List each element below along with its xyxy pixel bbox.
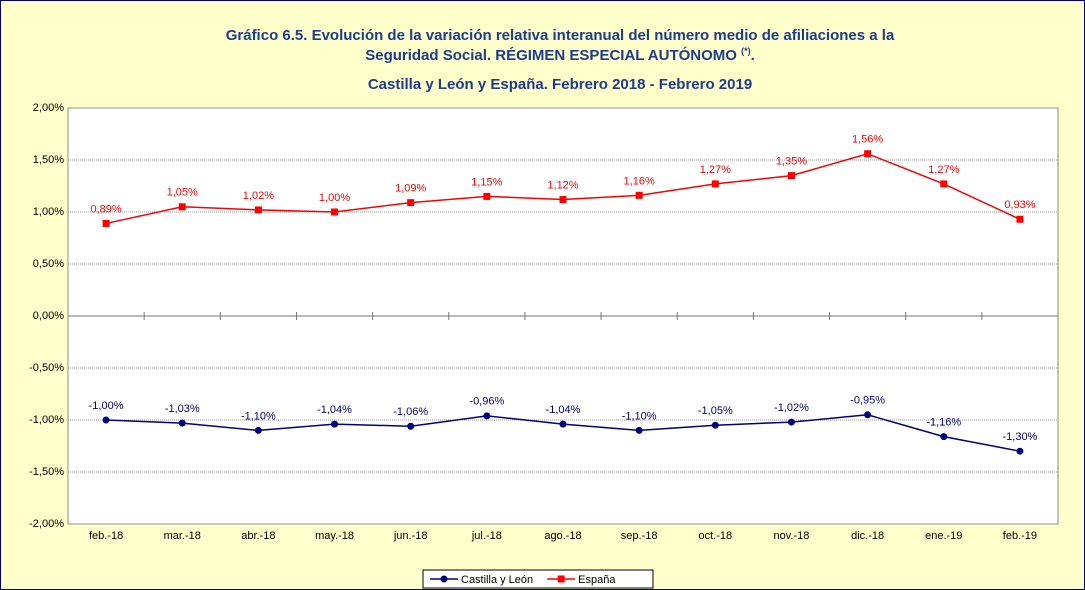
data-point <box>483 192 491 200</box>
x-tick-label: mar.-18 <box>164 530 201 542</box>
x-tick-label: feb.-19 <box>1003 530 1037 542</box>
data-point <box>407 199 415 207</box>
value-label: 1,16% <box>624 175 655 187</box>
data-point <box>864 150 872 158</box>
value-label: -1,04% <box>546 404 581 416</box>
value-label: 1,02% <box>243 190 274 202</box>
value-label: -1,10% <box>241 410 276 422</box>
y-tick-label: 0,50% <box>33 258 64 270</box>
value-label: -1,30% <box>1002 431 1037 443</box>
data-point <box>331 208 339 216</box>
x-tick-label: ago.-18 <box>544 530 581 542</box>
legend-marker <box>440 575 448 583</box>
y-tick-label: -2,00% <box>29 518 64 530</box>
y-tick-label: 0,00% <box>33 310 64 322</box>
value-label: 1,56% <box>852 134 883 146</box>
title-note: (*) <box>741 46 751 56</box>
data-point <box>178 419 186 427</box>
value-label: -0,95% <box>850 395 885 407</box>
value-label: -1,04% <box>317 404 352 416</box>
chart-title: Seguridad Social. RÉGIMEN ESPECIAL AUTÓN… <box>365 46 737 64</box>
value-label: 1,05% <box>167 187 198 199</box>
value-label: 1,35% <box>776 156 807 168</box>
data-point <box>711 180 719 188</box>
chart-title: Gráfico 6.5. Evolución de la variación r… <box>226 27 895 44</box>
x-tick-label: sep.-18 <box>621 530 658 542</box>
data-point <box>787 172 795 180</box>
legend: Castilla y León España <box>422 569 654 589</box>
x-tick-label: ene.-19 <box>925 530 962 542</box>
chart-subtitle: Castilla y León y España. Febrero 2018 -… <box>368 76 752 93</box>
y-tick-label: -1,00% <box>29 414 64 426</box>
data-point <box>787 418 795 426</box>
data-point <box>635 426 643 434</box>
y-tick-label: 1,50% <box>33 154 64 166</box>
value-label: 1,15% <box>471 176 502 188</box>
data-point <box>1016 215 1024 223</box>
data-point <box>711 421 719 429</box>
x-tick-label: abr.-18 <box>241 530 275 542</box>
x-tick-label: may.-18 <box>315 530 354 542</box>
x-tick-label: nov.-18 <box>774 530 810 542</box>
data-point <box>254 426 262 434</box>
y-tick-label: -1,50% <box>29 466 64 478</box>
data-point <box>940 180 948 188</box>
value-label: 0,93% <box>1004 199 1035 211</box>
value-label: -1,00% <box>89 400 124 412</box>
value-label: -1,02% <box>774 402 809 414</box>
value-label: -1,03% <box>165 403 200 415</box>
value-label: -1,05% <box>698 405 733 417</box>
y-tick-label: 1,00% <box>33 206 64 218</box>
x-tick-label: jul.-18 <box>471 530 502 542</box>
data-point <box>331 420 339 428</box>
y-tick-label: 2,00% <box>33 102 64 114</box>
x-tick-label: jun.-18 <box>393 530 428 542</box>
x-tick-label: oct.-18 <box>698 530 732 542</box>
data-point <box>102 219 110 227</box>
value-label: 0,89% <box>90 203 121 215</box>
data-point <box>102 416 110 424</box>
value-label: -1,16% <box>926 417 961 429</box>
legend-label: España <box>578 574 616 586</box>
y-tick-label: -0,50% <box>29 362 64 374</box>
value-label: -1,06% <box>393 406 428 418</box>
data-point <box>254 206 262 214</box>
legend-label: Castilla y León <box>461 574 533 586</box>
data-point <box>864 411 872 419</box>
data-point <box>407 422 415 430</box>
data-point <box>1016 447 1024 455</box>
value-label: -0,96% <box>469 396 504 408</box>
value-label: 1,00% <box>319 192 350 204</box>
legend-marker <box>557 575 565 583</box>
value-label: 1,27% <box>700 164 731 176</box>
data-point <box>483 412 491 420</box>
value-label: 1,12% <box>547 179 578 191</box>
data-point <box>559 420 567 428</box>
value-label: 1,09% <box>395 183 426 195</box>
value-label: 1,27% <box>928 164 959 176</box>
title-end: . <box>751 47 755 64</box>
data-point <box>635 191 643 199</box>
data-point <box>559 196 567 204</box>
legend-box <box>422 569 654 589</box>
value-label: -1,10% <box>622 410 657 422</box>
chart-title: Seguridad Social. RÉGIMEN ESPECIAL AUTÓN… <box>365 46 755 64</box>
x-tick-label: feb.-18 <box>89 530 123 542</box>
x-tick-label: dic.-18 <box>851 530 884 542</box>
data-point <box>178 203 186 211</box>
data-point <box>940 433 948 441</box>
